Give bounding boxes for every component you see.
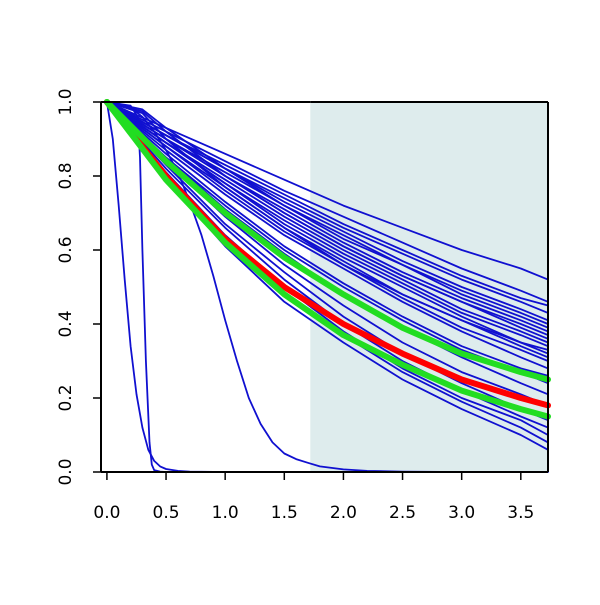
series-line-17 (106, 101, 549, 333)
x-tick-label: 2.0 (330, 503, 357, 523)
highlight-series-line-30 (103, 99, 551, 420)
series-line-24 (106, 101, 549, 325)
x-tick-label: 2.5 (389, 503, 416, 523)
y-tick-label: 0.2 (56, 384, 76, 411)
series-layer (103, 99, 551, 473)
y-tick-label: 0.6 (56, 236, 76, 263)
series-line-2 (106, 101, 549, 473)
y-tick-label: 0.0 (56, 458, 76, 485)
y-tick-label: 0.4 (56, 310, 76, 337)
y-tick-label: 1.0 (56, 88, 76, 115)
series-line-25 (106, 101, 549, 337)
series-line-23 (106, 101, 549, 281)
x-tick-label: 1.0 (212, 503, 239, 523)
series-line-28 (106, 101, 549, 377)
series-line-14 (106, 101, 549, 348)
x-tick-label: 0.5 (153, 503, 180, 523)
x-tick-label: 3.0 (448, 503, 475, 523)
x-tick-label: 1.5 (271, 503, 298, 523)
series-line-26 (106, 101, 549, 351)
highlight-series-line-31 (103, 99, 551, 383)
series-line-21 (106, 101, 549, 307)
series-line-12 (106, 101, 549, 359)
x-tick-label: 0.0 (93, 503, 120, 523)
y-tick-label: 0.8 (56, 162, 76, 189)
series-line-10 (106, 101, 549, 370)
series-line-18 (106, 101, 549, 329)
axes-layer: 0.0 0.5 1.0 1.5 2.0 2.5 3.0 3.5 0.0 0.2 0.4 0.6 0.8 1… (56, 88, 549, 523)
x-tick-label: 3.5 (507, 503, 534, 523)
